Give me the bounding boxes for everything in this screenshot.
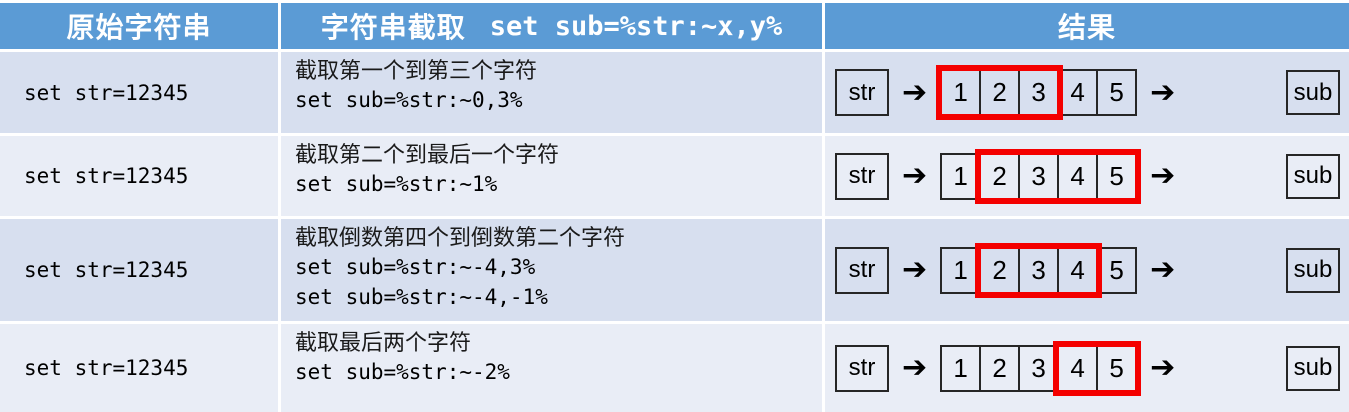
sub-box: sub bbox=[1286, 247, 1340, 293]
arrow-right-icon: ➔ bbox=[1150, 159, 1176, 192]
digit-strip: 1 2 3 4 5 bbox=[940, 148, 1142, 204]
row3-extract-command-2: set sub=%str:~-4,-1% bbox=[295, 285, 548, 309]
sub-label: sub bbox=[1293, 256, 1333, 283]
sub-label: sub bbox=[1293, 162, 1333, 189]
digit-cell: 2 bbox=[979, 246, 1021, 294]
row1-extract-cell: 截取第一个到第三个字符 set sub=%str:~0,3% bbox=[281, 52, 822, 133]
str-label: str bbox=[848, 354, 876, 381]
digit-cell: 4 bbox=[1057, 69, 1099, 116]
row4-extract-description: 截取最后两个字符 bbox=[295, 330, 472, 355]
sub-label: sub bbox=[1293, 354, 1333, 381]
digit-strip: 1 2 3 4 5 bbox=[936, 65, 1138, 120]
sub-box: sub bbox=[1286, 70, 1340, 115]
str-box: str bbox=[835, 69, 889, 116]
row1-original-code: set str=12345 bbox=[24, 80, 189, 105]
row1-result-cell: str ➔ 1 2 3 4 5 ➔ sub bbox=[825, 52, 1349, 133]
header-original-string: 原始字符串 bbox=[0, 3, 278, 49]
digit-cell: 1 bbox=[940, 152, 982, 200]
digit-cell: 1 bbox=[940, 69, 982, 116]
digit-cell: 4 bbox=[1057, 344, 1099, 392]
row4-result-cell: str ➔ 1 2 3 4 5 ➔ sub bbox=[825, 324, 1349, 412]
str-box: str bbox=[835, 246, 889, 294]
row1-original-cell: set str=12345 bbox=[0, 52, 278, 133]
digit-cell: 5 bbox=[1096, 69, 1138, 116]
str-label: str bbox=[848, 78, 876, 106]
arrow-right-icon: ➔ bbox=[1150, 351, 1176, 384]
digit-cell: 1 bbox=[940, 246, 982, 294]
digit-cell: 3 bbox=[1018, 344, 1060, 392]
str-label: str bbox=[848, 162, 876, 189]
row3-original-code: set str=12345 bbox=[24, 258, 189, 282]
digit-cell: 5 bbox=[1096, 152, 1138, 200]
digit-cell: 4 bbox=[1057, 246, 1099, 294]
row2-original-cell: set str=12345 bbox=[0, 136, 278, 216]
digit-cell: 3 bbox=[1018, 69, 1060, 116]
row2-extract-description: 截取第二个到最后一个字符 bbox=[295, 142, 560, 167]
digit-cell: 2 bbox=[979, 344, 1021, 392]
row4-original-cell: set str=12345 bbox=[0, 324, 278, 412]
sub-label: sub bbox=[1293, 78, 1333, 106]
header-result-label: 结果 bbox=[1057, 12, 1116, 43]
row3-result-cell: str ➔ 1 2 3 4 5 ➔ sub bbox=[825, 219, 1349, 321]
digit-cell: 4 bbox=[1057, 152, 1099, 200]
arrow-right-icon: ➔ bbox=[902, 75, 928, 109]
arrow-right-icon: ➔ bbox=[902, 351, 928, 384]
row3-extract-description: 截取倒数第四个到倒数第二个字符 bbox=[295, 225, 626, 250]
str-box: str bbox=[835, 152, 889, 200]
header-extract-syntax-code: set sub=%str:~x,y% bbox=[489, 10, 783, 42]
row4-extract-cell: 截取最后两个字符 set sub=%str:~-2% bbox=[281, 324, 822, 412]
digit-strip: 1 2 3 4 5 bbox=[940, 340, 1142, 396]
str-box: str bbox=[835, 344, 889, 392]
arrow-right-icon: ➔ bbox=[902, 159, 928, 192]
sub-box: sub bbox=[1286, 345, 1340, 391]
digit-cell: 1 bbox=[940, 344, 982, 392]
digit-cell: 5 bbox=[1096, 246, 1138, 294]
header-extract: 字符串截取 set sub=%str:~x,y% bbox=[281, 3, 822, 49]
row3-original-cell: set str=12345 bbox=[0, 219, 278, 321]
digit-strip: 1 2 3 4 5 bbox=[940, 242, 1138, 298]
digit-cell: 5 bbox=[1096, 344, 1138, 392]
header-result: 结果 bbox=[825, 3, 1349, 49]
arrow-right-icon: ➔ bbox=[902, 253, 928, 286]
row3-extract-command: set sub=%str:~-4,3% bbox=[295, 255, 536, 279]
digit-cell: 3 bbox=[1018, 246, 1060, 294]
row2-result-cell: str ➔ 1 2 3 4 5 ➔ sub bbox=[825, 136, 1349, 216]
row1-extract-command: set sub=%str:~0,3% bbox=[295, 88, 523, 112]
digit-cell: 2 bbox=[979, 69, 1021, 116]
sub-box: sub bbox=[1286, 153, 1340, 199]
digit-cell: 2 bbox=[979, 152, 1021, 200]
arrow-right-icon: ➔ bbox=[1150, 75, 1176, 109]
digit-cell: 3 bbox=[1018, 152, 1060, 200]
str-label: str bbox=[848, 256, 876, 283]
arrow-right-icon: ➔ bbox=[1150, 253, 1176, 286]
row1-extract-description: 截取第一个到第三个字符 bbox=[295, 58, 538, 83]
row2-original-code: set str=12345 bbox=[24, 164, 189, 188]
row2-extract-command: set sub=%str:~1% bbox=[295, 172, 498, 196]
row4-original-code: set str=12345 bbox=[24, 356, 189, 380]
row3-extract-cell: 截取倒数第四个到倒数第二个字符 set sub=%str:~-4,3% set … bbox=[281, 219, 822, 321]
row4-extract-command: set sub=%str:~-2% bbox=[295, 360, 510, 384]
row2-extract-cell: 截取第二个到最后一个字符 set sub=%str:~1% bbox=[281, 136, 822, 216]
header-original-string-label: 原始字符串 bbox=[66, 12, 212, 43]
header-extract-label: 字符串截取 bbox=[320, 12, 466, 43]
